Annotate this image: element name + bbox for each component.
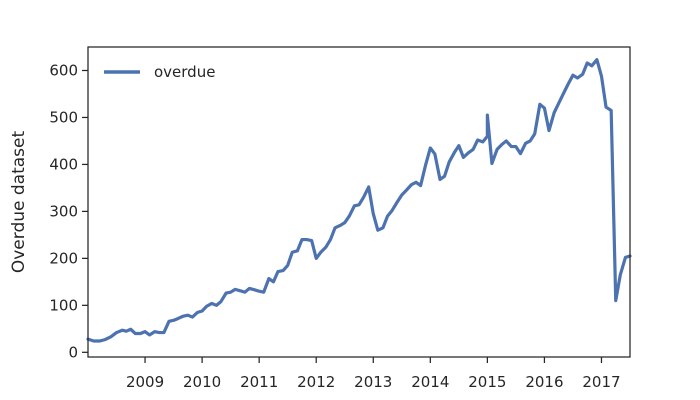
legend-label: overdue	[154, 63, 215, 81]
x-tick-label: 2013	[354, 373, 392, 391]
series-line-overdue	[86, 58, 632, 343]
y-tick-label: 400	[49, 155, 78, 173]
y-tick-label: 200	[49, 249, 78, 267]
y-tick-label: 0	[68, 343, 78, 361]
x-tick-label: 2016	[525, 373, 563, 391]
x-tick-label: 2014	[411, 373, 449, 391]
x-tick-label: 2012	[297, 373, 335, 391]
y-tick-label: 500	[49, 108, 78, 126]
x-tick-label: 2010	[183, 373, 221, 391]
x-tick-label: 2009	[126, 373, 164, 391]
x-tick-label: 2011	[240, 373, 278, 391]
legend: overdue	[104, 63, 215, 81]
y-tick-label: 600	[49, 61, 78, 79]
x-tick-label: 2017	[582, 373, 620, 391]
y-tick-label: 300	[49, 202, 78, 220]
y-axis-label: Overdue dataset	[9, 131, 29, 274]
x-tick-label: 2015	[468, 373, 506, 391]
axis-ticks: 2009 2010 2011 2012 2013 2014 2015 2016 2017 0 100…	[49, 61, 620, 391]
series-layer	[86, 58, 632, 343]
y-tick-label: 100	[49, 296, 78, 314]
plot-frame	[87, 46, 631, 358]
